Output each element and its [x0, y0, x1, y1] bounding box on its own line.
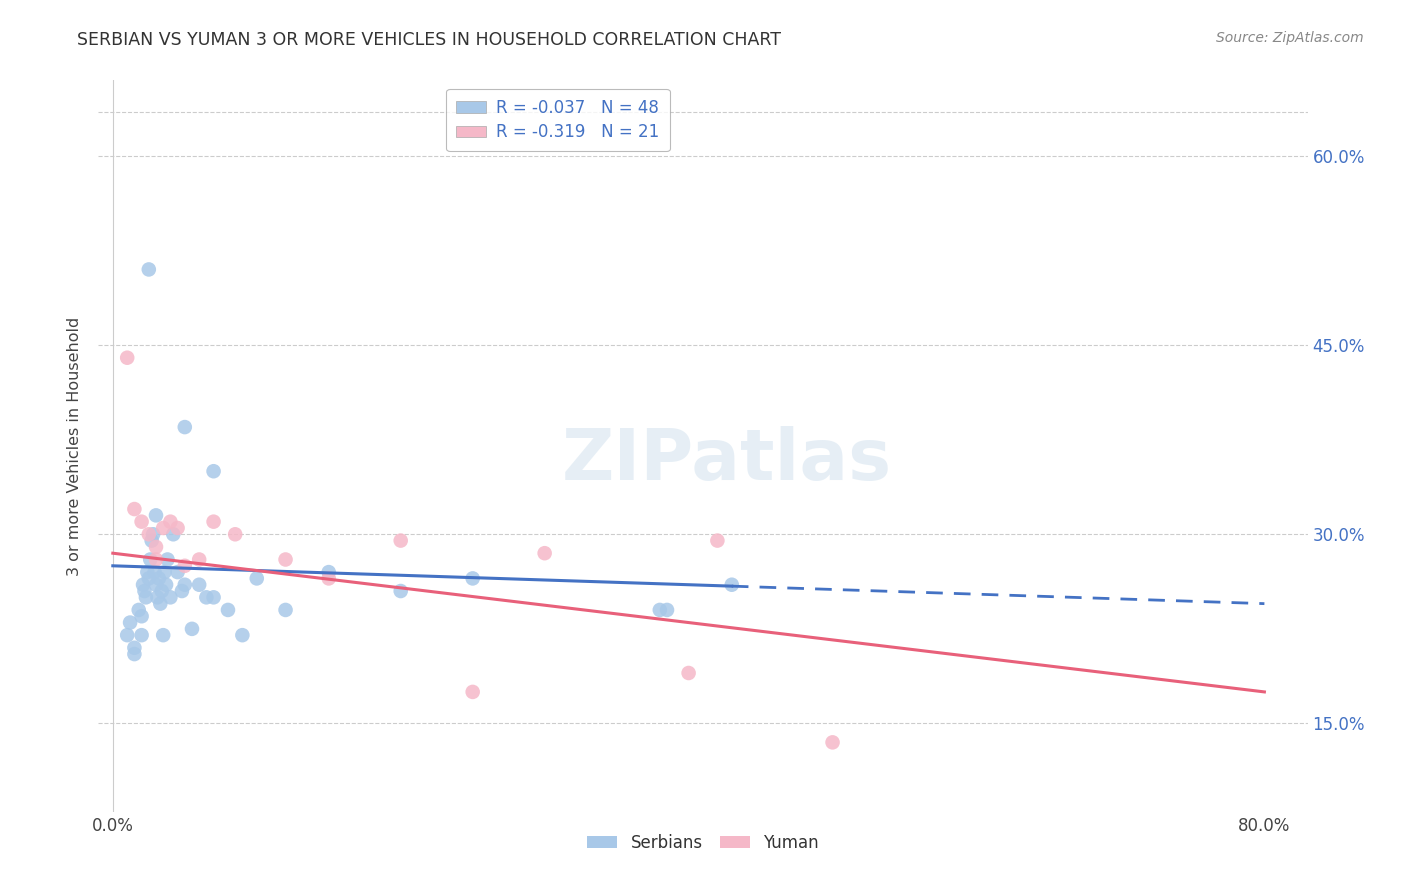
- Point: [143, 565, 166, 579]
- Point: [217, 603, 239, 617]
- Y-axis label: 3 or more Vehicles in Household: 3 or more Vehicles in Household: [67, 317, 83, 575]
- Point: [678, 665, 700, 680]
- Point: [166, 521, 188, 535]
- Point: [181, 622, 204, 636]
- Point: [145, 552, 167, 566]
- Point: [152, 628, 174, 642]
- Point: [202, 464, 225, 478]
- Point: [148, 571, 170, 585]
- Point: [389, 584, 412, 599]
- Point: [145, 508, 167, 523]
- Point: [135, 591, 157, 605]
- Point: [720, 578, 742, 592]
- Point: [128, 603, 150, 617]
- Point: [655, 603, 678, 617]
- Point: [155, 578, 177, 592]
- Point: [115, 628, 138, 642]
- Point: [142, 527, 165, 541]
- Point: [145, 578, 167, 592]
- Point: [274, 552, 297, 566]
- Point: [131, 515, 153, 529]
- Text: ZIPatlas: ZIPatlas: [562, 426, 893, 495]
- Legend: Serbians, Yuman: Serbians, Yuman: [581, 827, 825, 858]
- Point: [131, 628, 153, 642]
- Point: [202, 515, 225, 529]
- Point: [150, 584, 173, 599]
- Point: [159, 591, 181, 605]
- Point: [389, 533, 412, 548]
- Point: [153, 565, 176, 579]
- Point: [124, 502, 146, 516]
- Point: [146, 591, 169, 605]
- Point: [173, 578, 195, 592]
- Point: [648, 603, 671, 617]
- Point: [231, 628, 253, 642]
- Point: [124, 640, 146, 655]
- Point: [120, 615, 142, 630]
- Point: [188, 578, 211, 592]
- Point: [138, 262, 160, 277]
- Point: [124, 647, 146, 661]
- Point: [156, 552, 179, 566]
- Point: [159, 515, 181, 529]
- Point: [224, 527, 246, 541]
- Point: [139, 552, 162, 566]
- Point: [195, 591, 218, 605]
- Point: [274, 603, 297, 617]
- Point: [533, 546, 555, 560]
- Text: Source: ZipAtlas.com: Source: ZipAtlas.com: [1216, 31, 1364, 45]
- Point: [152, 521, 174, 535]
- Point: [170, 584, 193, 599]
- Point: [134, 584, 156, 599]
- Point: [131, 609, 153, 624]
- Point: [166, 565, 188, 579]
- Point: [461, 571, 484, 585]
- Point: [145, 540, 167, 554]
- Point: [173, 420, 195, 434]
- Point: [188, 552, 211, 566]
- Point: [132, 578, 155, 592]
- Point: [173, 558, 195, 573]
- Point: [162, 527, 184, 541]
- Point: [138, 571, 160, 585]
- Point: [318, 565, 340, 579]
- Point: [202, 591, 225, 605]
- Point: [141, 533, 163, 548]
- Point: [461, 685, 484, 699]
- Point: [149, 597, 172, 611]
- Point: [115, 351, 138, 365]
- Point: [706, 533, 728, 548]
- Point: [821, 735, 844, 749]
- Text: SERBIAN VS YUMAN 3 OR MORE VEHICLES IN HOUSEHOLD CORRELATION CHART: SERBIAN VS YUMAN 3 OR MORE VEHICLES IN H…: [77, 31, 782, 49]
- Point: [138, 527, 160, 541]
- Point: [246, 571, 269, 585]
- Point: [318, 571, 340, 585]
- Point: [136, 565, 159, 579]
